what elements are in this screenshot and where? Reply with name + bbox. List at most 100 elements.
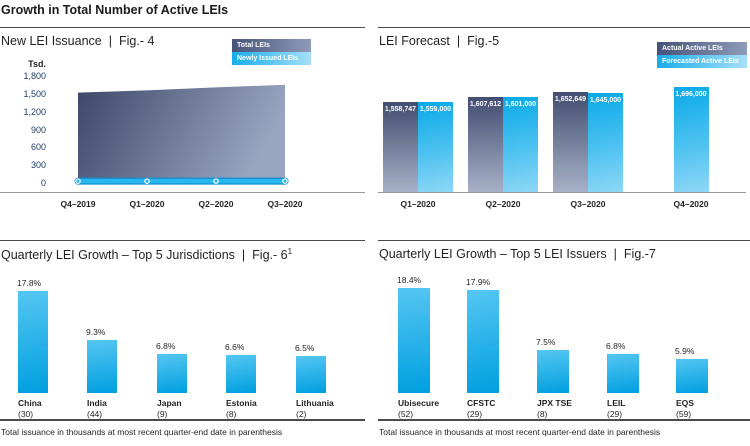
bar-value-label: 17.8% bbox=[17, 278, 42, 288]
category-count-label: (8) bbox=[537, 409, 548, 419]
chart-title-fig7: Quarterly LEI Growth – Top 5 LEI Issuers… bbox=[379, 247, 656, 261]
growth-bar bbox=[607, 354, 639, 393]
legend-fig5: Actual Active LEIs Forecasted Active LEI… bbox=[657, 42, 747, 68]
x-axis-line bbox=[378, 192, 746, 193]
category-count-label: (44) bbox=[87, 409, 103, 419]
bar-value-label: 6.6% bbox=[225, 342, 245, 353]
forecasted-active-leis-bar: 1,559,000 bbox=[418, 102, 453, 192]
legend-fig4: Total LEIs Newly Issued LEIs bbox=[232, 39, 311, 65]
category-label: Estonia bbox=[226, 398, 257, 408]
area-chart-new-lei-issuance: 1,800 1,500 1,200 900 600 300 0 Q4–2019 Q1–2020 Q… bbox=[0, 28, 365, 234]
y-tick-label: 600 bbox=[30, 142, 46, 153]
bar-value-label: 18.4% bbox=[397, 274, 422, 285]
category-label: Ubisecure bbox=[398, 398, 440, 408]
line-marker bbox=[282, 178, 288, 184]
category-count-label: (29) bbox=[607, 409, 623, 419]
category-label: EQS bbox=[676, 398, 694, 408]
title-separator: | bbox=[108, 34, 112, 48]
page-title: Growth in Total Number of Active LEIs bbox=[1, 3, 229, 17]
legend-label: Actual Active LEIs bbox=[662, 45, 723, 52]
growth-bar bbox=[676, 359, 708, 393]
panel-new-lei-issuance: New LEI Issuance | Fig.- 4 Total LEIs Newl… bbox=[0, 27, 365, 234]
growth-bar bbox=[467, 290, 499, 393]
actual-active-leis-bar: 1,652,649 bbox=[553, 91, 588, 192]
chart-title-text: LEI Forecast bbox=[379, 34, 450, 48]
bar-value-label: 6.8% bbox=[156, 341, 176, 352]
chart-title-fig6: Quarterly LEI Growth – Top 5 Jurisdictio… bbox=[1, 247, 292, 262]
legend-item-forecasted-active-leis: Forecasted Active LEIs bbox=[657, 55, 747, 68]
growth-bar bbox=[537, 350, 569, 393]
chart-title-fig5: LEI Forecast | Fig.-5 bbox=[379, 34, 499, 48]
x-axis-label: Q2–2020 bbox=[485, 199, 521, 209]
category-count-label: (52) bbox=[398, 409, 414, 419]
y-tick-label: 1,500 bbox=[23, 88, 46, 99]
x-axis-label: Q4–2020 bbox=[673, 199, 709, 209]
growth-bar bbox=[296, 355, 326, 393]
growth-bar bbox=[398, 287, 430, 393]
bar-value-label: 1,601,000 bbox=[504, 101, 537, 109]
line-marker bbox=[213, 178, 219, 184]
category-label: China bbox=[18, 398, 42, 408]
chart-title-text: Quarterly LEI Growth – Top 5 LEI Issuers bbox=[379, 247, 607, 261]
category-count-label: (2) bbox=[296, 409, 307, 419]
y-tick-label: 1,200 bbox=[23, 106, 46, 117]
chart-title-fig4: New LEI Issuance | Fig.- 4 bbox=[1, 34, 154, 48]
bar-value-label: 7.5% bbox=[536, 337, 556, 348]
figure-footnote-marker: 1 bbox=[287, 247, 293, 256]
x-axis-label: Q3–2020 bbox=[267, 199, 303, 209]
x-axis-label: Q1–2020 bbox=[129, 199, 165, 209]
bar-value-label: 1,607,612 bbox=[469, 100, 502, 108]
category-label: JPX TSE bbox=[537, 398, 572, 408]
chart-title-text: Quarterly LEI Growth – Top 5 Jurisdictio… bbox=[1, 248, 235, 263]
y-tick-label: 1,800 bbox=[23, 71, 46, 81]
panel-top5-jurisdictions: Quarterly LEI Growth – Top 5 Jurisdictio… bbox=[0, 240, 365, 446]
growth-bar bbox=[87, 339, 117, 393]
category-label: Japan bbox=[157, 398, 182, 408]
legend-label: Newly Issued LEIs bbox=[237, 55, 299, 62]
growth-bar bbox=[157, 354, 187, 393]
growth-bar bbox=[18, 291, 48, 393]
bar-value-label: 1,645,000 bbox=[589, 96, 622, 104]
y-tick-label: 900 bbox=[30, 124, 46, 135]
total-leis-area bbox=[78, 84, 285, 181]
forecasted-active-leis-bar: 1,696,000 bbox=[673, 87, 709, 192]
category-label: Lithuania bbox=[296, 398, 334, 408]
y-tick-label: 300 bbox=[30, 160, 46, 171]
growth-bar bbox=[226, 355, 256, 393]
panel-divider bbox=[0, 419, 365, 421]
x-axis-label: Q2–2020 bbox=[198, 199, 234, 209]
figure-label: Fig.- 6 bbox=[252, 248, 288, 263]
figure-label: Fig.- 4 bbox=[119, 34, 155, 48]
category-label: LEIL bbox=[607, 398, 626, 408]
bar-chart-top5-lei-issuers: 18.4% Ubisecure (52) 17.9% CFSTC (29) 7.5% JPX … bbox=[378, 241, 750, 446]
legend-label: Total LEIs bbox=[237, 42, 270, 49]
legend-label: Forecasted Active LEIs bbox=[662, 58, 739, 65]
line-marker bbox=[75, 178, 81, 184]
line-marker bbox=[144, 178, 150, 184]
actual-active-leis-bar: 1,607,612 bbox=[468, 96, 503, 192]
category-label: CFSTC bbox=[467, 398, 496, 408]
x-axis-label: Q3–2020 bbox=[570, 199, 606, 209]
title-separator: | bbox=[241, 248, 246, 263]
figure-label: Fig.-5 bbox=[467, 34, 500, 48]
forecasted-active-leis-bar: 1,645,000 bbox=[588, 92, 623, 192]
chart-footnote: Total issuance in thousands at most rece… bbox=[1, 427, 283, 437]
bar-value-label: 1,652,649 bbox=[554, 95, 587, 103]
chart-footnote: Total issuance in thousands at most rece… bbox=[379, 427, 661, 437]
title-separator: | bbox=[613, 247, 617, 261]
bar-chart-lei-forecast: 1,558,747 1,559,000 Q1–2020 1,607,612 1,601,… bbox=[378, 28, 750, 234]
x-axis-line bbox=[0, 192, 365, 193]
y-tick-label: 0 bbox=[40, 178, 46, 188]
panel-lei-forecast: LEI Forecast | Fig.-5 Actual Active LEIs F… bbox=[378, 27, 750, 234]
bar-chart-top5-jurisdictions: 17.8% China (30) 9.3% India (44) 6.8% Japan (9) 6… bbox=[0, 241, 365, 446]
category-label: India bbox=[87, 398, 107, 408]
area-chart-canvas bbox=[74, 84, 289, 185]
bar-value-label: 1,558,747 bbox=[384, 106, 417, 114]
category-count-label: (59) bbox=[676, 409, 692, 419]
legend-item-newly-issued-leis: Newly Issued LEIs bbox=[232, 52, 311, 65]
bar-value-label: 6.8% bbox=[606, 341, 626, 352]
actual-active-leis-bar: 1,558,747 bbox=[383, 102, 418, 192]
category-count-label: (9) bbox=[157, 409, 168, 419]
title-separator: | bbox=[456, 34, 461, 48]
